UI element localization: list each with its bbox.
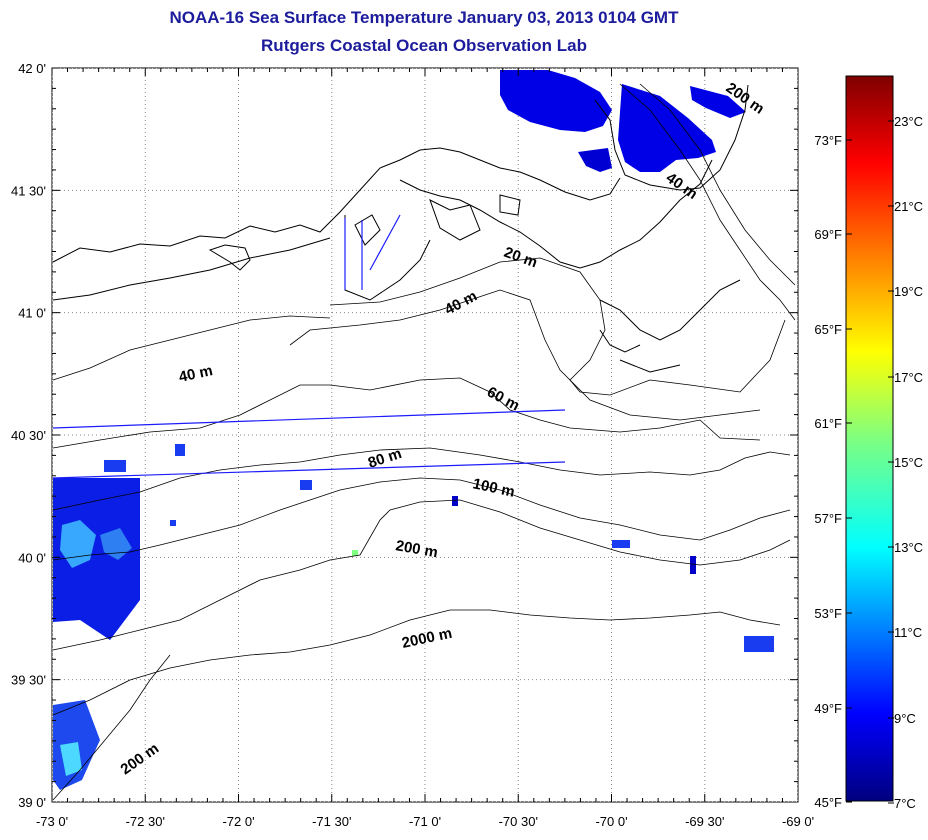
sst-patch-sw-cyan: [60, 520, 96, 568]
sst-dot: [452, 496, 458, 506]
sst-dot: [104, 460, 126, 472]
colorbar-fahrenheit-label: 65°F: [814, 322, 842, 337]
colorbar-fahrenheit-label: 61°F: [814, 416, 842, 431]
contour-label: 40 m: [177, 362, 214, 386]
sst-patch-ne-corner: [690, 86, 746, 118]
colorbar-celsius-label: 21°C: [894, 199, 923, 214]
colorbar-celsius-labels: 23°C 21°C 19°C 17°C 15°C 13°C 11°C 9°C 7°C: [888, 114, 923, 811]
sst-dot: [744, 636, 774, 652]
colorbar-fahrenheit-label: 49°F: [814, 701, 842, 716]
colorbar-celsius-label: 19°C: [894, 284, 923, 299]
swath-lines: [52, 214, 566, 479]
lon-label: -72 30': [126, 814, 165, 829]
lat-label: 41 0': [18, 306, 46, 321]
colorbar-fahrenheit-label: 53°F: [814, 606, 842, 621]
bathymetry-contours: [52, 83, 796, 801]
contour-deep-east-2: [639, 83, 796, 286]
colorbar-fahrenheit-labels: 73°F 69°F 65°F 61°F 57°F 53°F 49°F 45°F: [814, 133, 852, 810]
lon-label: -73 0': [36, 814, 68, 829]
sst-patch-sw-block: [53, 478, 140, 640]
contour-40m-west: [52, 315, 331, 381]
sst-dot: [170, 520, 176, 526]
contour-200m: [52, 499, 791, 651]
sst-patches: [53, 70, 774, 790]
contour-100m: [52, 477, 791, 561]
sst-dot: [300, 480, 312, 490]
sst-patch-sw-cyan3: [60, 742, 82, 776]
lat-gridlines: [52, 68, 798, 802]
colorbar-fahrenheit-label: 73°F: [814, 133, 842, 148]
contour-deep-east: [619, 83, 796, 321]
lon-label: -71 30': [312, 814, 351, 829]
contour-2000m: [52, 609, 781, 716]
map-subtitle: Rutgers Coastal Ocean Observation Lab: [261, 36, 587, 55]
sst-dot: [612, 540, 630, 548]
contour-20m: [329, 257, 786, 396]
colorbar-fahrenheit-label: 57°F: [814, 511, 842, 526]
colorbar-fahrenheit-label: 69°F: [814, 227, 842, 242]
sst-patch-capecod-east: [618, 84, 716, 172]
contour-80m: [52, 447, 791, 511]
lat-label: 42 0': [18, 61, 46, 76]
lon-label: -72 0': [222, 814, 254, 829]
longitude-labels: -73 0' -72 30' -72 0' -71 30' -71 0' -70 30' -…: [36, 814, 814, 829]
lat-label: 40 0': [18, 550, 46, 565]
lat-label: 39 0': [18, 795, 46, 810]
sst-patch-capecod-north: [500, 70, 612, 132]
sst-patch-sw-cyan2: [100, 528, 132, 560]
lon-label: -69 0': [782, 814, 814, 829]
contour-40m-mid: [289, 289, 761, 421]
contour-200m-sw: [52, 654, 171, 801]
colorbar-celsius-label: 11°C: [894, 625, 922, 640]
colorbar-fahrenheit-label: 45°F: [814, 795, 842, 810]
colorbar-celsius-label: 9°C: [894, 711, 916, 726]
sst-dot: [175, 444, 185, 456]
axis-ticks: [51, 67, 798, 802]
lat-label: 39 30': [11, 673, 46, 688]
sst-dot: [352, 550, 358, 556]
lon-label: -71 0': [409, 814, 441, 829]
colorbar-celsius-label: 7°C: [894, 796, 916, 811]
map-title: NOAA-16 Sea Surface Temperature January …: [169, 8, 679, 27]
colorbar: [845, 75, 894, 802]
lon-label: -70 0': [595, 814, 627, 829]
colorbar-celsius-label: 13°C: [894, 540, 923, 555]
colorbar-celsius-label: 15°C: [894, 455, 923, 470]
sst-patch-capecod-small: [578, 148, 612, 172]
contour-60m: [52, 377, 761, 449]
lon-label: -70 30': [499, 814, 538, 829]
colorbar-celsius-label: 23°C: [894, 114, 923, 129]
lat-label: 40 30': [11, 428, 46, 443]
lon-label: -69 30': [685, 814, 724, 829]
lat-label: 41 30': [11, 183, 46, 198]
colorbar-celsius-label: 17°C: [894, 370, 923, 385]
latitude-labels: 42 0' 41 30' 41 0' 40 30' 40 0' 39 30' 39 0': [11, 61, 46, 810]
sst-dot: [690, 556, 696, 574]
